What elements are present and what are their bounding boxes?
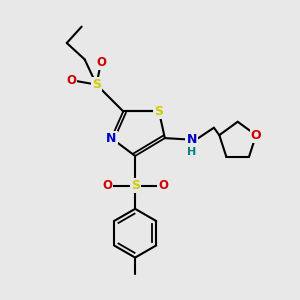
Text: S: S — [92, 78, 101, 91]
Text: O: O — [66, 74, 76, 87]
Text: S: S — [154, 105, 164, 118]
Text: O: O — [96, 56, 106, 69]
Text: O: O — [102, 179, 112, 192]
Text: O: O — [251, 129, 261, 142]
Text: S: S — [130, 179, 140, 192]
Text: O: O — [158, 179, 168, 192]
Text: N: N — [106, 132, 116, 145]
Text: H: H — [187, 147, 196, 157]
Text: N: N — [186, 133, 197, 146]
